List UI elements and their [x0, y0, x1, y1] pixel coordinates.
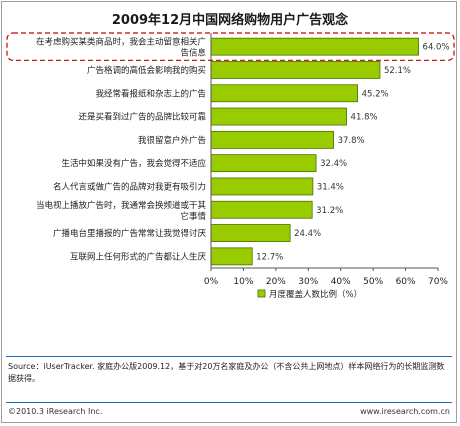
category-label-6: 名人代言或做广告的品牌对我更有吸引力 [53, 181, 206, 192]
website: www.iresearch.com.cn [360, 407, 450, 416]
value-label-1: 52.1% [384, 66, 411, 76]
highlight-box-outline [6, 32, 455, 61]
x-tick-label-6: 60% [396, 277, 416, 287]
value-label-8: 24.4% [294, 229, 321, 239]
category-label-2: 我经常看报纸和杂志上的广告 [95, 88, 206, 99]
bar-2 [210, 84, 358, 103]
category-label-0: 在考虑购买某类商品时，我会主动留意相关广告信息 [36, 37, 207, 59]
legend-swatch [257, 289, 266, 298]
bar-chart: 在考虑购买某类商品时，我会主动留意相关广告信息广告格调的高低会影响我的购买我经常… [6, 32, 455, 300]
value-label-2: 45.2% [362, 89, 389, 99]
category-label-7: 当电视上播放广告时，我通常会换频道或干其它事情 [36, 200, 207, 222]
value-label-6: 31.4% [317, 182, 344, 192]
bar-9 [210, 247, 253, 266]
value-label-4: 37.8% [338, 136, 365, 146]
category-label-1: 广告格调的高低会影响我的购买 [87, 65, 206, 76]
bottom-divider [6, 402, 452, 403]
x-axis: 0% 10% 20% 30% 40% 50% 60% 70% [204, 33, 448, 287]
bar-5 [210, 154, 317, 173]
bar-8 [210, 224, 291, 242]
category-label-9: 互联网上任何形式的广告都让人生厌 [70, 251, 207, 262]
bar-1 [210, 61, 381, 79]
category-label-4: 我很留意户外广告 [138, 135, 206, 146]
value-label-5: 32.4% [320, 159, 347, 169]
value-label-3: 41.8% [351, 113, 378, 123]
x-tick-label-7: 70% [428, 277, 448, 287]
legend: 月度覆盖人数比例（%） [257, 289, 362, 300]
category-label-8: 广播电台里播报的广告常常让我觉得讨厌 [53, 228, 207, 239]
bar-6 [210, 177, 314, 196]
category-label-5: 生活中如果没有广告，我会觉得不适应 [61, 158, 206, 169]
bar-7 [210, 200, 313, 219]
bar-4 [210, 130, 334, 149]
value-label-0: 64.0% [423, 43, 450, 53]
bar-3 [210, 107, 347, 126]
x-tick-label-2: 20% [266, 277, 286, 287]
x-tick-label-0: 0% [204, 277, 219, 287]
value-label-7: 31.2% [316, 206, 343, 216]
x-tick-label-3: 30% [298, 277, 318, 287]
highlight-box [6, 32, 455, 61]
top-divider [6, 356, 452, 357]
copyright: ©2010.3 iResearch Inc. [8, 407, 103, 416]
value-labels: 64.0% 52.1% 45.2% 41.8% 37.8% 32.4% 31.4% 31.2%… [256, 43, 449, 263]
x-tick-label-5: 50% [363, 277, 383, 287]
x-tick-label-4: 40% [331, 277, 351, 287]
chart-title: 2009年12月中国网络购物用户广告观念 [111, 13, 349, 28]
x-tick-label-1: 10% [233, 277, 253, 287]
legend-label: 月度覆盖人数比例（%） [269, 289, 362, 300]
category-label-3: 还是买看到过广告的品牌比较可靠 [78, 112, 206, 123]
bar-0 [210, 37, 419, 56]
category-labels: 在考虑购买某类商品时，我会主动留意相关广告信息广告格调的高低会影响我的购买我经常… [36, 37, 207, 263]
source-note: Source：iUserTracker. 家庭办公版2009.12，基于对20万… [8, 362, 445, 383]
value-label-9: 12.7% [256, 252, 283, 262]
